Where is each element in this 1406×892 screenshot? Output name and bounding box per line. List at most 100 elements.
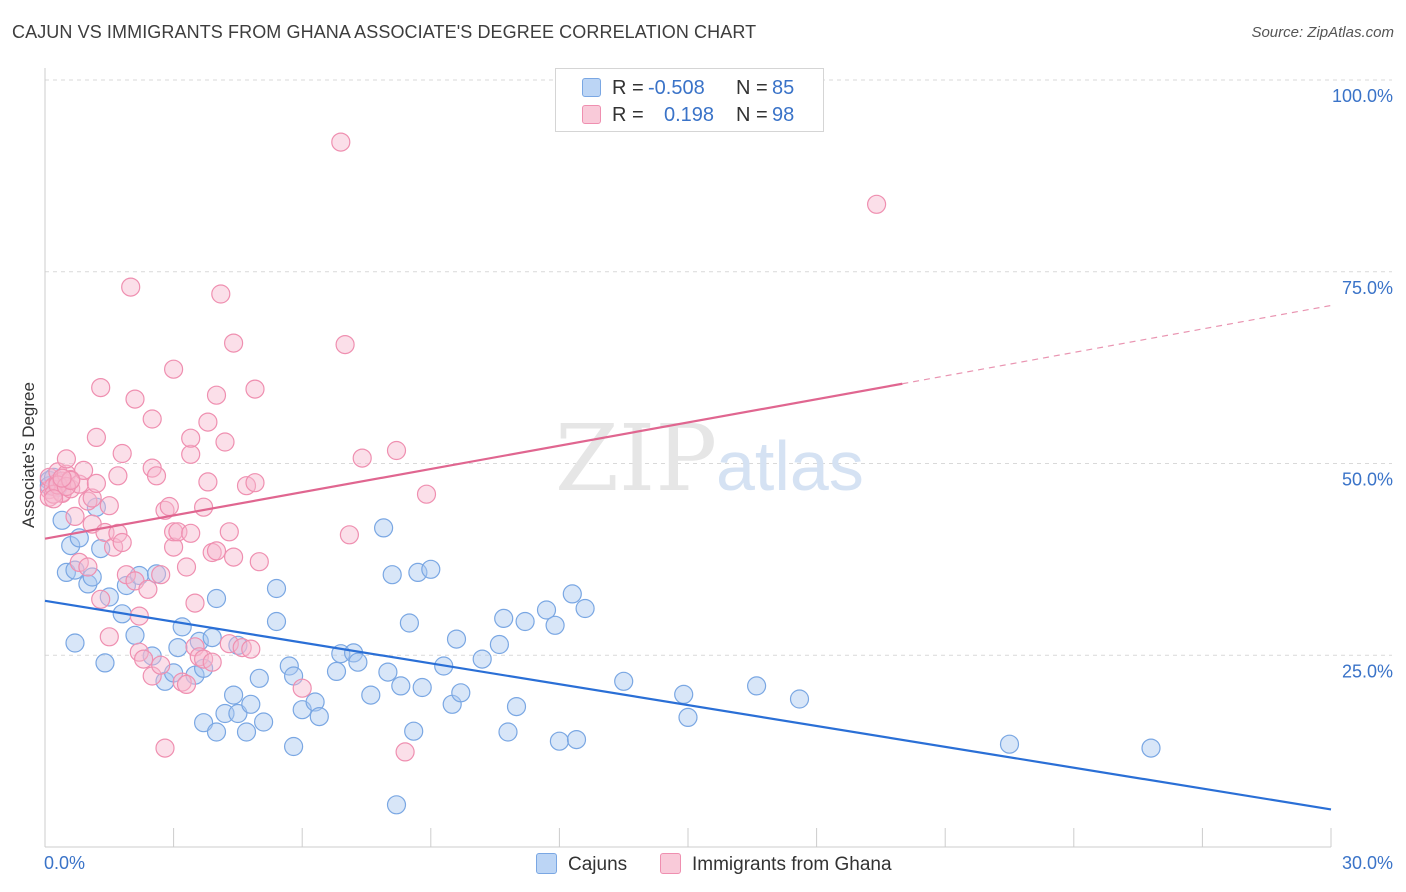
cajun-point [494,608,514,629]
ghana-point [245,379,265,399]
ghana-point [91,589,111,609]
cajun-trend-line [44,599,1332,811]
ghana-trend-line [44,382,903,540]
ghana-point [245,473,265,493]
cajun-point [382,565,402,585]
ghana-point [112,443,132,464]
legend-n-value: 98 [772,104,795,126]
ghana-trend-extension [902,304,1332,385]
ghana-point [164,359,184,379]
legend-label-ghana: Immigrants from Ghana [692,854,892,875]
cajun-point [446,629,467,649]
ghana-point [112,532,132,553]
legend-label-cajuns: Cajuns [568,854,628,875]
ghana-point [134,649,154,669]
ghana-point [138,579,158,599]
cajun-point [545,615,565,635]
y-tick-label: 25.0% [1342,661,1393,681]
ghana-point [194,497,214,517]
ghana-point [249,552,269,572]
ghana-point [78,557,98,577]
ghana-point [86,427,107,447]
cajun-point [549,731,570,751]
cajun-point [326,661,347,682]
ghana-point [159,496,179,517]
cajun-point [305,692,325,712]
legend-n-value: 85 [772,77,795,99]
cajun-point [506,696,527,717]
cajun-point [386,795,407,815]
ghana-point [181,428,201,448]
ghana-point [56,449,77,469]
ghana-point [339,525,359,545]
ghana-point [108,523,128,543]
ghana-point [206,385,227,405]
ghana-point [69,552,89,573]
ghana-point [211,284,231,304]
ghana-point [219,522,239,542]
ghana-point [352,448,372,468]
ghana-point [86,473,107,493]
ghana-point [151,565,171,585]
y-tick-label: 50.0% [1342,470,1393,490]
cajun-point [361,685,381,705]
ghana-point [335,335,355,355]
cajun-point [614,671,634,691]
ghana-point [146,466,167,486]
ghana-point [224,547,244,567]
ghana-point [206,541,227,561]
ghana-point [43,489,64,509]
y-tick-label: 100.0% [1332,86,1393,106]
y-tick-label: 75.0% [1342,278,1393,298]
legend-row-ghana: R = 0.198 N = 98 [556,101,823,127]
cajun-point [168,637,188,658]
ghana-point [395,742,415,762]
ghana-point [224,333,244,353]
grid-lines [45,79,1392,656]
cajun-point [678,707,698,728]
cajun-point [472,649,492,669]
ghana-point [331,132,351,152]
cajun-point [399,613,419,633]
ghana-point [176,557,197,577]
ghana-point [198,412,218,432]
legend-swatch-pink [660,853,681,874]
ghana-point [215,432,235,452]
ghana-point [151,655,171,675]
trend-lines [44,304,1332,811]
cajun-point [451,683,471,703]
ghana-point [185,593,205,613]
cajun-point [421,559,441,579]
cajun-point [254,712,274,732]
ghana-point [125,389,145,409]
ghana-point [121,277,141,297]
y-axis-label: Associate's Degree [19,382,38,528]
ghana-point [202,652,222,672]
cajun-point [228,703,248,724]
cajun-point [374,518,394,538]
cajun-point [536,600,557,620]
cajun-point [498,722,518,742]
stats-legend: R = -0.508 N = 85 R = 0.198 N = 98 [555,68,824,132]
ghana-point [73,460,94,480]
chart-title: CAJUN VS IMMIGRANTS FROM GHANA ASSOCIATE… [12,22,757,42]
cajun-point [999,734,1020,754]
legend-r-label: R = [612,77,644,99]
legend-r-value: 0.198 [664,104,715,126]
cajun-point [249,668,269,688]
cajun-point [391,676,411,696]
cajun-point [194,713,214,733]
x-tick-label: 0.0% [44,853,85,873]
x-tick-label: 30.0% [1342,853,1393,873]
ghana-point [99,627,119,647]
legend-swatch-blue [582,78,601,97]
cajun-point [378,662,398,682]
legend-row-cajuns: R = -0.508 N = 85 [556,74,823,100]
ghana-point [91,378,111,398]
cajun-point [116,575,137,596]
ghana-point [181,523,201,543]
cajun-point [125,625,145,645]
ghana-point [866,194,887,214]
legend-swatch-pink [582,105,601,124]
